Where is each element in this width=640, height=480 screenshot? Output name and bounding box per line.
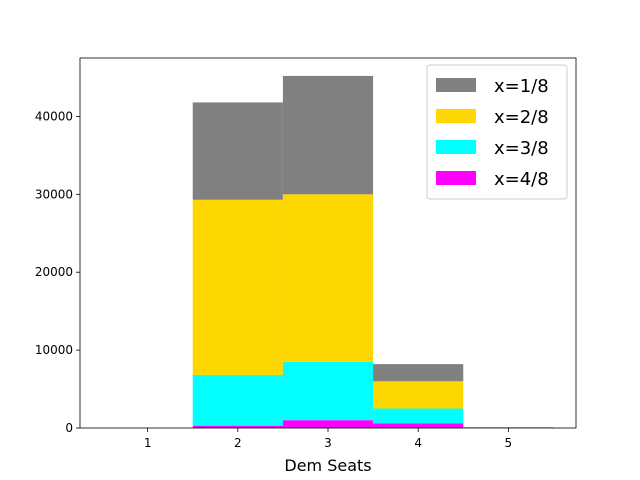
legend-label: x=2/8 [494,107,549,128]
x-tick-label: 5 [505,436,513,450]
bar-3-series-3 [282,75,374,195]
bar-4-series-2 [373,381,464,409]
legend-label: x=1/8 [494,76,549,97]
x-tick-label: 1 [144,436,152,450]
legend-label: x=3/8 [494,138,549,159]
bar-2-series-0 [192,425,283,428]
y-tick-label: 10000 [35,343,73,357]
bar-2-series-1 [192,375,283,426]
legend-frame [426,64,568,200]
legend-swatch [436,140,476,154]
bar-4-series-3 [373,364,464,382]
bar-3-series-1 [282,361,374,421]
axes-group: 0 10000 20000 30000 40000 1 2 3 4 5 [35,57,577,450]
bar-3-series-2 [282,194,374,362]
legend-swatch [436,109,476,123]
x-tick-label: 2 [234,436,242,450]
x-tick-label: 3 [324,436,332,450]
y-tick-label: 30000 [35,187,73,201]
legend: x=1/8 x=2/8 x=3/8 x=4/8 [426,64,568,200]
x-axis-title: Dem Seats [284,456,371,475]
legend-swatch [436,171,476,185]
y-tick-label: 0 [65,421,73,435]
legend-label: x=4/8 [494,169,549,190]
y-tick-label: 20000 [35,265,73,279]
bar-2-series-2 [192,199,283,376]
bar-4-series-1 [373,408,464,424]
bars-group [192,75,554,428]
bar-3-series-0 [282,420,374,428]
bar-2-series-3 [192,102,283,200]
bar-4-series-0 [373,423,464,428]
y-tick-label: 40000 [35,109,73,123]
legend-swatch [436,78,476,92]
x-tick-label: 4 [414,436,422,450]
